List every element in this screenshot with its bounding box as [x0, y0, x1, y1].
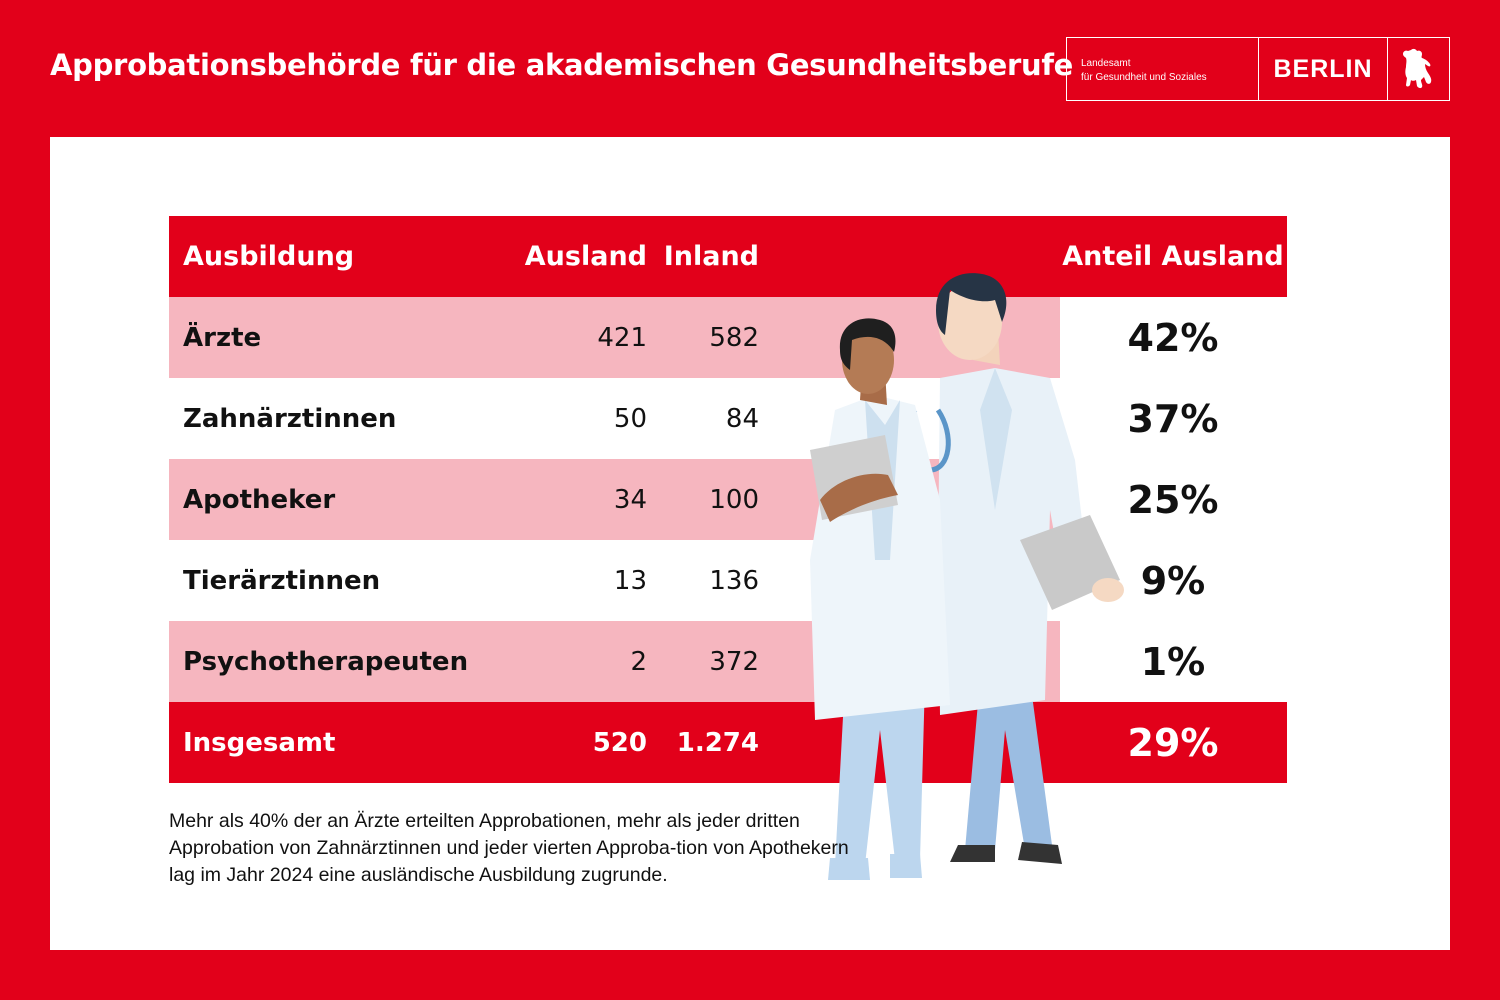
lageso-berlin-logo[interactable]: Landesamt für Gesundheit und Soziales BE…	[1066, 37, 1450, 101]
row-share-value: 37%	[1127, 396, 1219, 441]
total-abroad-value: 520	[592, 727, 647, 758]
column-header-anteil-ausland: Anteil Ausland	[1062, 241, 1284, 272]
column-header-ausbildung: Ausbildung	[183, 241, 355, 272]
logo-line-2: für Gesundheit und Soziales	[1081, 72, 1207, 83]
row-label: Psychotherapeuten	[183, 646, 469, 677]
row-share-value: 1%	[1140, 639, 1206, 684]
table-row: Ärzte 421 582 42%	[169, 297, 1287, 378]
row-label: Tierärztinnen	[183, 565, 381, 596]
row-band	[169, 297, 1060, 378]
table-total-row: Insgesamt 520 1.274 29%	[169, 702, 1287, 783]
row-domestic-value: 136	[709, 565, 759, 596]
page-title: Approbationsbehörde für die akademischen…	[50, 48, 1074, 82]
column-header-inland: Inland	[663, 241, 759, 272]
footnote: Mehr als 40% der an Ärzte erteilten Appr…	[169, 810, 849, 886]
berlin-bear-icon	[1388, 38, 1449, 100]
row-abroad-value: 421	[597, 322, 647, 353]
total-label: Insgesamt	[183, 727, 336, 758]
table-header-row: Ausbildung Ausland Inland Anteil Ausland	[169, 216, 1287, 297]
row-domestic-value: 582	[709, 322, 759, 353]
row-label: Apotheker	[183, 484, 336, 515]
row-abroad-value: 34	[613, 484, 647, 515]
row-share-value: 9%	[1140, 558, 1206, 603]
total-share-value: 29%	[1127, 720, 1219, 765]
total-domestic-value: 1.274	[676, 727, 759, 758]
row-domestic-value: 372	[709, 646, 759, 677]
table-row: Tierärztinnen 13 136 9%	[169, 540, 1287, 621]
row-share-value: 25%	[1127, 477, 1219, 522]
logo-city: BERLIN	[1259, 38, 1388, 100]
row-abroad-value: 2	[630, 646, 647, 677]
two-doctors-illustration	[810, 273, 1124, 880]
row-label: Zahnärztinnen	[183, 403, 397, 434]
row-label: Ärzte	[183, 322, 262, 353]
logo-agency-name: Landesamt für Gesundheit und Soziales	[1067, 38, 1259, 100]
column-header-ausland: Ausland	[524, 241, 647, 272]
logo-line-1: Landesamt	[1081, 58, 1131, 69]
row-domestic-value: 100	[709, 484, 759, 515]
row-domestic-value: 84	[725, 403, 759, 434]
row-share-value: 42%	[1127, 315, 1219, 360]
row-abroad-value: 13	[613, 565, 647, 596]
table-row: Zahnärztinnen 50 84 37%	[169, 378, 1287, 459]
row-abroad-value: 50	[613, 403, 647, 434]
